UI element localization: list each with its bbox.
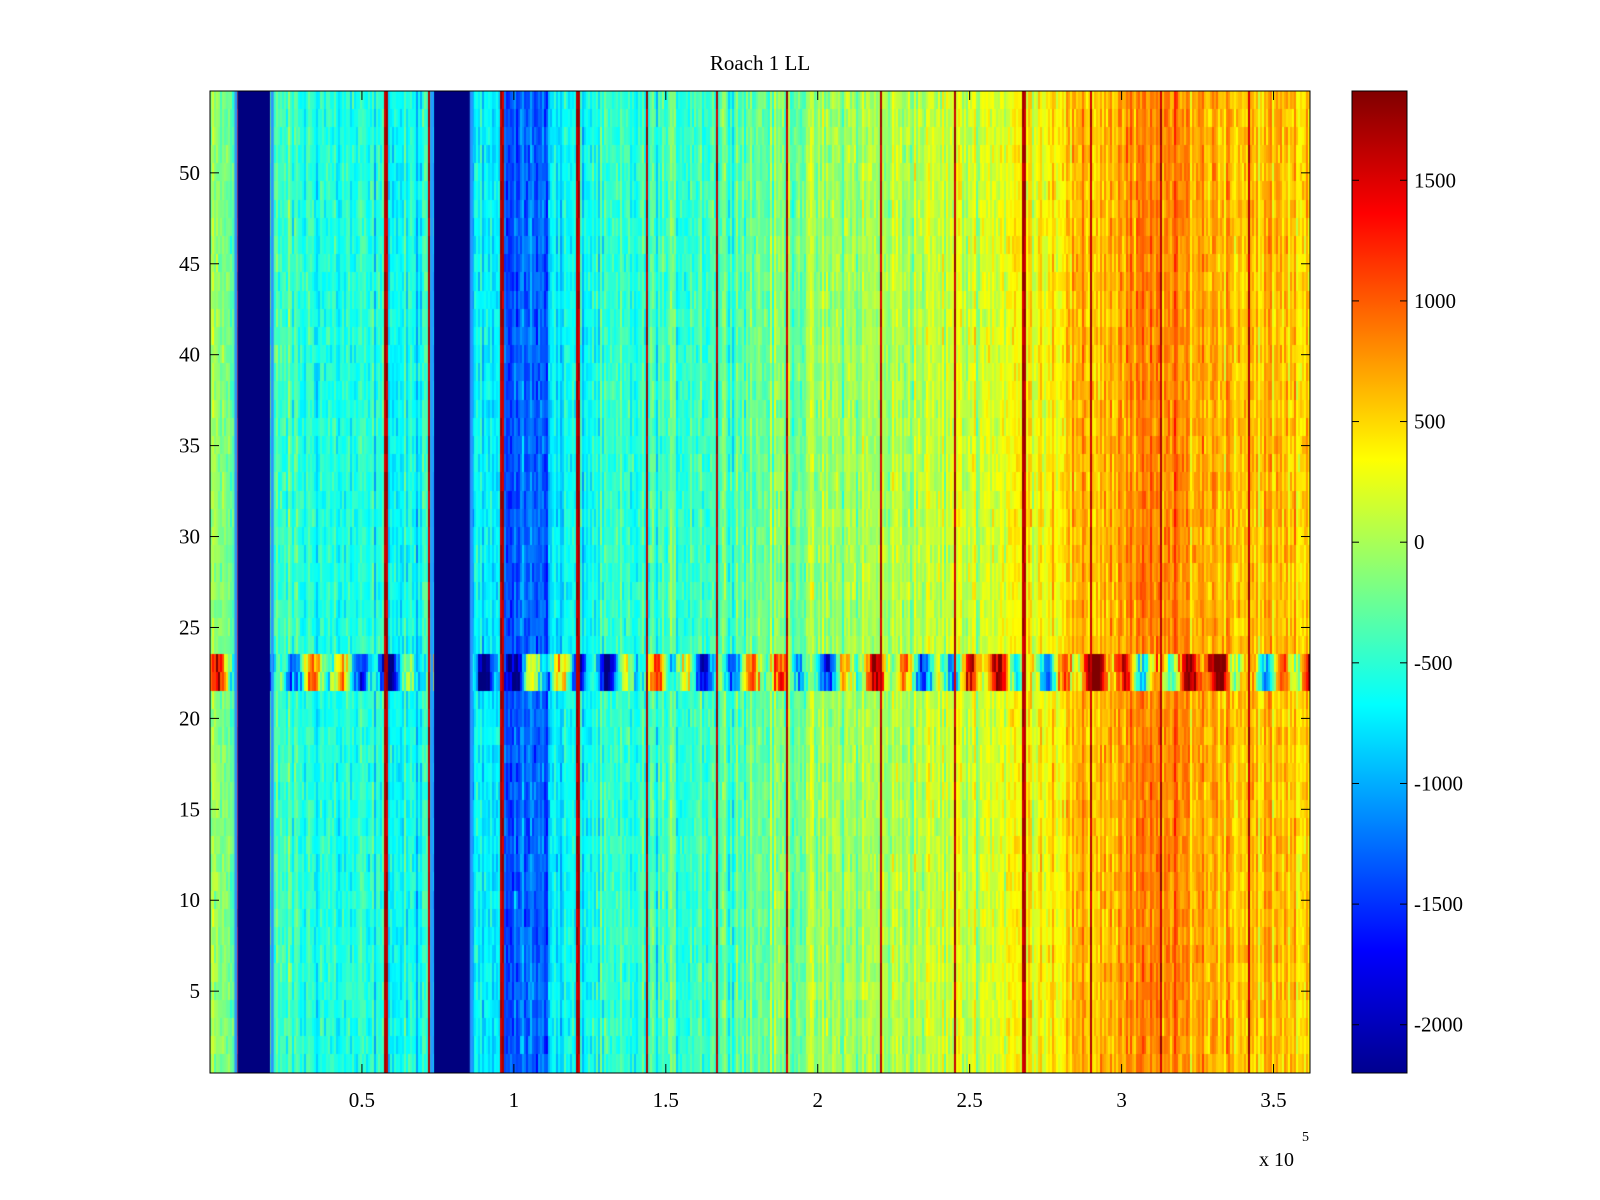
x-tick-label: 1 xyxy=(509,1088,520,1112)
y-tick-label: 30 xyxy=(179,525,200,549)
x-tick-label: 3.5 xyxy=(1260,1088,1286,1112)
x-tick-label: 3 xyxy=(1116,1088,1127,1112)
x-tick-label: 1.5 xyxy=(653,1088,679,1112)
x-axis-ticks: 0.5 1 1.5 2 2.5 3 3.5 xyxy=(349,91,1287,1112)
colorbar-tick-label: -1000 xyxy=(1414,771,1463,795)
x-multiplier-exponent: 5 xyxy=(1302,1130,1309,1145)
y-tick-label: 15 xyxy=(179,797,200,821)
colorbar-tick-label: -500 xyxy=(1414,651,1453,675)
heatmap-area xyxy=(210,91,1310,1073)
colorbar-tick-label: 1000 xyxy=(1414,289,1456,313)
x-multiplier: x 10 5 xyxy=(1259,1130,1309,1171)
colorbar-tick-label: 500 xyxy=(1414,410,1446,434)
plot-frame xyxy=(209,90,1311,1074)
y-tick-label: 40 xyxy=(179,343,200,367)
heatmap-cells xyxy=(210,91,1310,1073)
chart-title: Roach 1 LL xyxy=(710,51,810,75)
colorbar-tick-label: -1500 xyxy=(1414,892,1463,916)
x-multiplier-label: x 10 xyxy=(1259,1149,1294,1171)
y-tick-label: 20 xyxy=(179,706,200,730)
y-tick-label: 50 xyxy=(179,161,200,185)
colorbar-ticks: -2000 -1500 -1000 -500 0 500 1000 1500 xyxy=(1352,168,1463,1037)
x-tick-label: 2 xyxy=(812,1088,823,1112)
y-axis-ticks: 5 10 15 20 25 30 35 40 45 50 xyxy=(179,161,1310,1003)
colorbar-tick-label: 0 xyxy=(1414,530,1425,554)
y-tick-label: 10 xyxy=(179,888,200,912)
y-tick-label: 45 xyxy=(179,252,200,276)
colorbar xyxy=(1351,90,1408,1074)
y-tick-label: 35 xyxy=(179,434,200,458)
x-tick-label: 2.5 xyxy=(957,1088,983,1112)
x-tick-label: 0.5 xyxy=(349,1088,375,1112)
y-tick-label: 5 xyxy=(190,979,201,1003)
y-tick-label: 25 xyxy=(179,615,200,639)
colorbar-tick-label: -2000 xyxy=(1414,1013,1463,1037)
colorbar-tick-label: 1500 xyxy=(1414,168,1456,192)
